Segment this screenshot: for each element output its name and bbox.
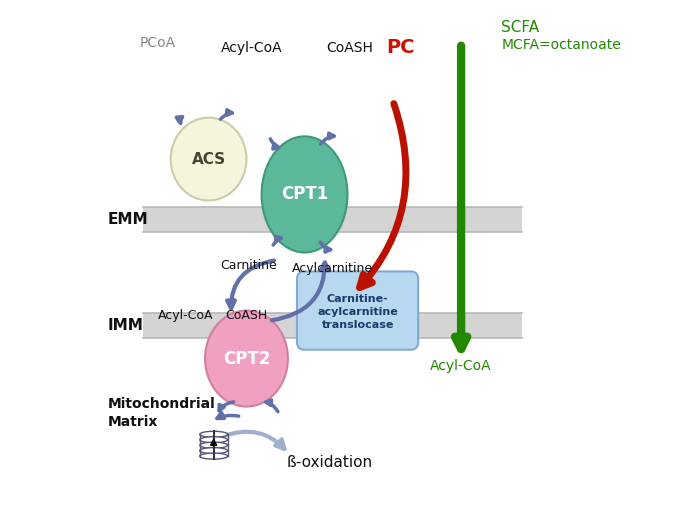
Text: CoASH: CoASH	[225, 309, 267, 322]
Text: translocase: translocase	[321, 320, 394, 330]
Text: Carnitine: Carnitine	[220, 259, 277, 272]
Ellipse shape	[199, 447, 228, 453]
Text: Acyl-CoA: Acyl-CoA	[430, 359, 492, 373]
Text: Acyl-CoA: Acyl-CoA	[220, 41, 282, 55]
Ellipse shape	[262, 136, 347, 252]
Text: PCoA: PCoA	[140, 36, 176, 50]
Bar	[143, 313, 522, 338]
Text: IMM: IMM	[108, 318, 144, 333]
Text: Acyl-CoA: Acyl-CoA	[158, 309, 214, 322]
Text: Mitochondrial: Mitochondrial	[108, 397, 216, 411]
Ellipse shape	[199, 431, 228, 437]
Text: CPT1: CPT1	[281, 185, 328, 204]
Ellipse shape	[205, 311, 288, 407]
Ellipse shape	[199, 437, 228, 443]
Text: EMM: EMM	[108, 212, 148, 227]
Text: PC: PC	[386, 38, 414, 58]
Text: Matrix: Matrix	[108, 415, 158, 429]
Ellipse shape	[199, 453, 228, 459]
Ellipse shape	[171, 118, 246, 200]
Text: SCFA: SCFA	[501, 20, 540, 35]
Ellipse shape	[199, 442, 228, 448]
Text: acylcarnitine: acylcarnitine	[317, 307, 398, 317]
Text: Acylcarnitine: Acylcarnitine	[292, 262, 373, 275]
Bar	[143, 207, 522, 232]
FancyBboxPatch shape	[297, 272, 418, 349]
Text: ACS: ACS	[192, 152, 225, 167]
Polygon shape	[211, 439, 217, 445]
Text: CPT2: CPT2	[223, 349, 270, 368]
Text: MCFA=octanoate: MCFA=octanoate	[501, 38, 622, 53]
Text: CoASH: CoASH	[327, 41, 373, 55]
Text: Carnitine-: Carnitine-	[327, 294, 389, 305]
Text: ß-oxidation: ß-oxidation	[287, 454, 373, 470]
